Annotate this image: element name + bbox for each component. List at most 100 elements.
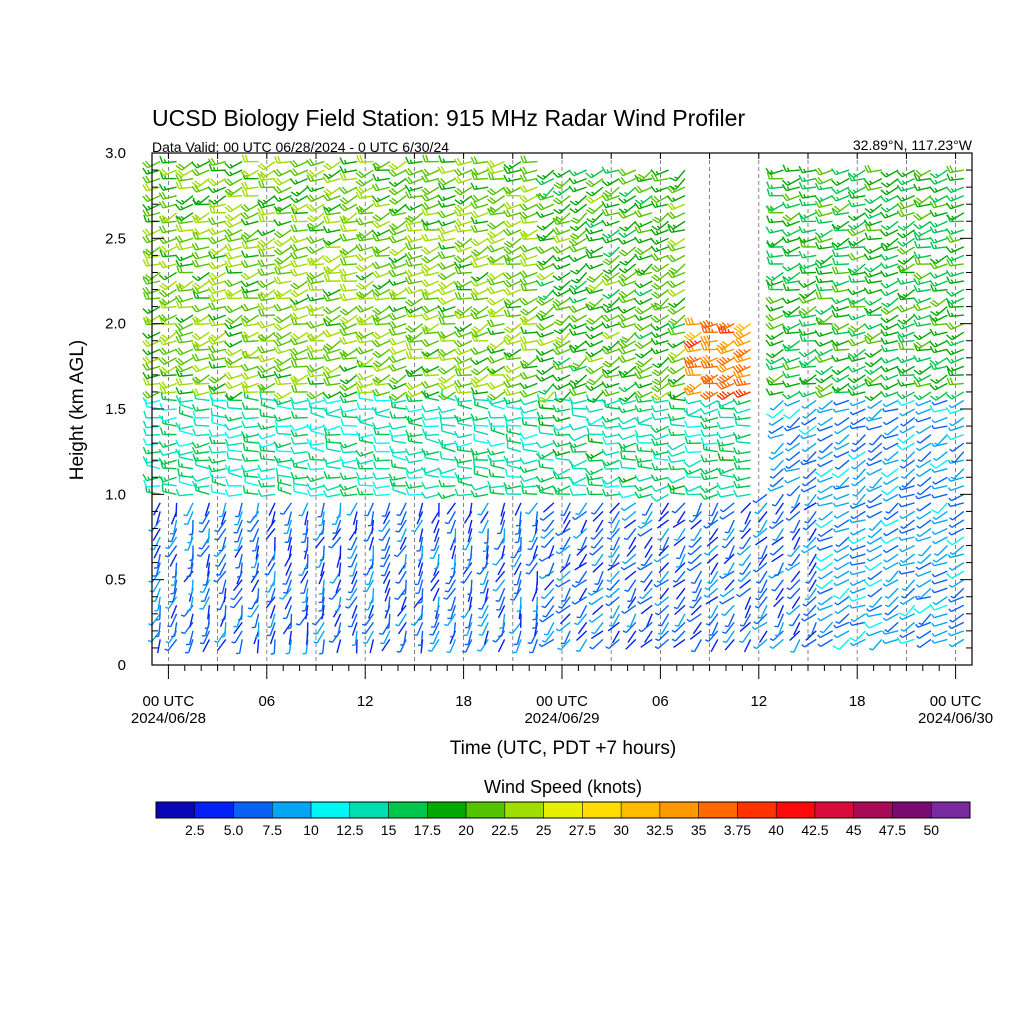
colorbar-label: 42.5 xyxy=(801,822,828,838)
wind-barb xyxy=(814,348,833,357)
wind-barb xyxy=(537,186,555,199)
wind-barb xyxy=(421,448,440,456)
wind-barb xyxy=(716,340,735,351)
wind-barb xyxy=(775,587,784,601)
wind-barb xyxy=(571,510,588,521)
wind-barb xyxy=(705,613,719,626)
wind-barb xyxy=(945,202,965,210)
wind-barb xyxy=(174,364,194,373)
wind-barb xyxy=(259,391,276,402)
wind-barb xyxy=(948,519,965,529)
wind-barb xyxy=(174,254,194,262)
wind-barb xyxy=(948,604,965,613)
wind-barb xyxy=(896,209,915,218)
wind-barb xyxy=(865,416,882,422)
wind-barb xyxy=(884,425,899,436)
wind-barb xyxy=(847,536,866,545)
wind-barb xyxy=(290,396,308,405)
wind-barb xyxy=(867,587,883,598)
wind-barb xyxy=(804,510,817,524)
wind-barb xyxy=(880,288,899,297)
wind-barb xyxy=(770,442,784,455)
wind-barb xyxy=(437,251,456,260)
wind-barb xyxy=(929,314,948,323)
wind-barb xyxy=(454,456,472,464)
wind-barb xyxy=(781,220,801,227)
wind-barb xyxy=(395,613,407,627)
wind-barb xyxy=(339,233,358,242)
wind-barb xyxy=(470,167,489,176)
wind-barb xyxy=(487,229,505,239)
wind-barb xyxy=(388,169,407,178)
wind-barb xyxy=(471,172,489,181)
wind-barb xyxy=(932,476,948,485)
wind-barb xyxy=(421,233,440,242)
colorbar-swatch xyxy=(504,801,544,819)
wind-barb xyxy=(803,604,817,617)
wind-barb xyxy=(405,323,424,333)
wind-barb xyxy=(865,630,883,637)
wind-barb xyxy=(438,155,456,163)
wind-barb xyxy=(684,382,702,393)
wind-barb xyxy=(929,200,948,209)
wind-barb xyxy=(432,587,440,602)
wind-barb xyxy=(535,330,555,338)
wind-barb xyxy=(143,479,161,488)
wind-barb xyxy=(535,441,555,449)
wind-barb xyxy=(618,246,637,257)
wind-barb xyxy=(224,431,243,439)
wind-barb xyxy=(154,596,161,612)
wind-barb xyxy=(543,622,555,636)
wind-barb xyxy=(355,472,374,480)
wind-barb xyxy=(847,297,866,305)
wind-barb xyxy=(273,237,292,247)
wind-barb xyxy=(897,229,915,239)
wind-barb xyxy=(674,613,686,627)
wind-barb xyxy=(705,596,719,605)
wind-barb xyxy=(585,227,604,235)
wind-barb xyxy=(814,306,833,315)
wind-barb xyxy=(304,511,309,526)
wind-barb xyxy=(240,271,259,281)
wind-barb xyxy=(271,511,276,526)
wind-barb xyxy=(199,596,211,610)
wind-barb xyxy=(413,622,424,636)
wind-barb xyxy=(899,510,915,520)
wind-barb xyxy=(498,622,506,638)
wind-barb xyxy=(651,280,670,291)
wind-barb xyxy=(617,405,636,414)
wind-barb xyxy=(519,371,538,380)
wind-barb xyxy=(208,361,226,369)
wind-barb xyxy=(699,467,719,475)
wind-barb xyxy=(486,439,505,447)
wind-barb xyxy=(569,444,587,453)
wind-barb xyxy=(552,423,571,431)
wind-barb xyxy=(536,169,555,180)
wind-barb xyxy=(831,327,850,335)
wind-barb xyxy=(177,468,194,478)
wind-barb xyxy=(355,263,374,272)
colorbar-swatch xyxy=(272,801,312,819)
wind-barb xyxy=(502,228,522,237)
wind-barb xyxy=(503,297,522,306)
wind-barb xyxy=(434,596,440,613)
wind-barb xyxy=(355,314,374,324)
wind-barb xyxy=(592,510,604,522)
wind-barb xyxy=(913,229,932,237)
wind-barb xyxy=(880,237,899,248)
wind-barb xyxy=(148,613,161,626)
wind-barb xyxy=(585,314,604,325)
wind-barb xyxy=(503,388,522,397)
wind-barb xyxy=(240,465,259,473)
wind-barb xyxy=(864,276,882,284)
wind-barb xyxy=(738,553,752,567)
wind-barb xyxy=(191,280,210,290)
wind-barb xyxy=(668,263,686,275)
wind-barb xyxy=(585,451,604,459)
wind-barb xyxy=(413,596,424,609)
wind-barb xyxy=(175,322,194,331)
wind-barb xyxy=(388,288,407,298)
wind-barb xyxy=(503,237,522,248)
wind-barb xyxy=(158,347,177,356)
wind-barb xyxy=(501,545,506,560)
